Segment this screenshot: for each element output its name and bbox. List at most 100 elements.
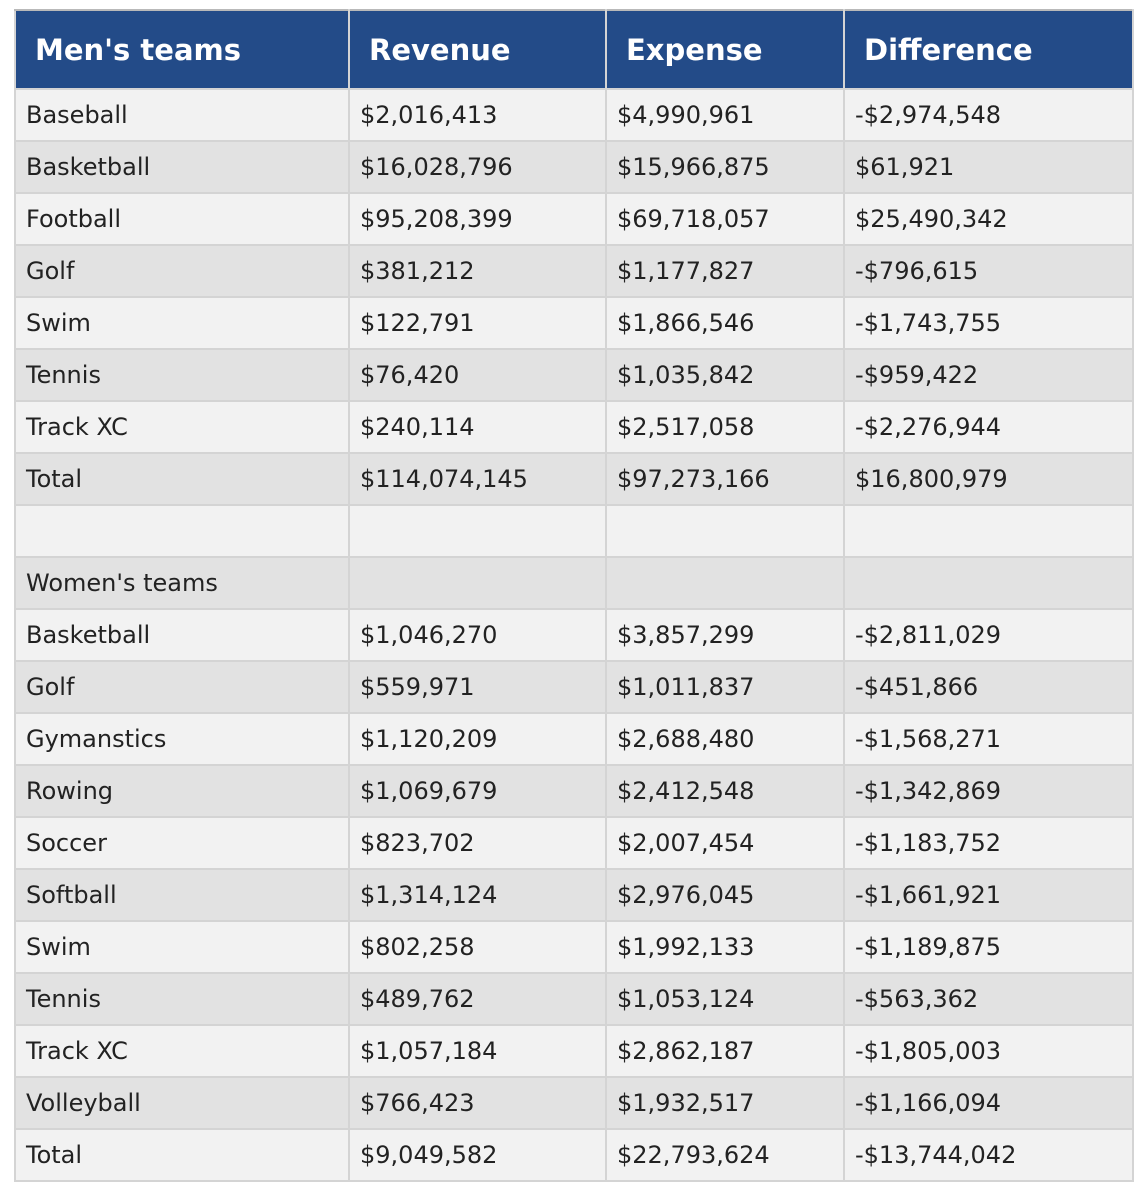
cell-team: Rowing — [14, 764, 350, 818]
cell-difference: -$1,342,869 — [843, 764, 1134, 818]
table-row: Basketball $16,028,796 $15,966,875 $61,921 — [14, 140, 1134, 194]
cell-revenue: $489,762 — [348, 972, 607, 1026]
cell-team: Track XC — [14, 400, 350, 454]
cell-team: Tennis — [14, 972, 350, 1026]
cell-team: Golf — [14, 660, 350, 714]
cell-expense: $97,273,166 — [605, 452, 845, 506]
header-expense: Expense — [605, 9, 845, 90]
cell-team: Softball — [14, 868, 350, 922]
cell-expense: $15,966,875 — [605, 140, 845, 194]
cell-difference: -$1,189,875 — [843, 920, 1134, 974]
table-row: Golf $381,212 $1,177,827 -$796,615 — [14, 244, 1134, 298]
cell-revenue: $2,016,413 — [348, 88, 607, 142]
cell-difference: -$13,744,042 — [843, 1128, 1134, 1182]
cell-team: Track XC — [14, 1024, 350, 1078]
cell-revenue: $9,049,582 — [348, 1128, 607, 1182]
table-row — [14, 504, 1134, 558]
cell-team: Tennis — [14, 348, 350, 402]
table-row: Baseball $2,016,413 $4,990,961 -$2,974,548 — [14, 88, 1134, 142]
cell-difference: $25,490,342 — [843, 192, 1134, 246]
cell-difference: -$1,661,921 — [843, 868, 1134, 922]
table-row: Tennis $489,762 $1,053,124 -$563,362 — [14, 972, 1134, 1026]
cell-difference: -$2,811,029 — [843, 608, 1134, 662]
table-row: Swim $122,791 $1,866,546 -$1,743,755 — [14, 296, 1134, 350]
cell-expense: $1,177,827 — [605, 244, 845, 298]
cell-difference: -$1,166,094 — [843, 1076, 1134, 1130]
cell-expense — [605, 504, 845, 558]
cell-team: Soccer — [14, 816, 350, 870]
cell-expense: $22,793,624 — [605, 1128, 845, 1182]
cell-revenue: $114,074,145 — [348, 452, 607, 506]
cell-difference: -$1,805,003 — [843, 1024, 1134, 1078]
cell-expense: $1,011,837 — [605, 660, 845, 714]
cell-revenue: $1,120,209 — [348, 712, 607, 766]
header-revenue: Revenue — [348, 9, 607, 90]
cell-difference: -$563,362 — [843, 972, 1134, 1026]
cell-difference — [843, 504, 1134, 558]
cell-team: Women's teams — [14, 556, 350, 610]
cell-revenue: $766,423 — [348, 1076, 607, 1130]
table-row: Tennis $76,420 $1,035,842 -$959,422 — [14, 348, 1134, 402]
cell-team: Gymanstics — [14, 712, 350, 766]
table-body: Baseball $2,016,413 $4,990,961 -$2,974,548 B… — [14, 88, 1134, 1182]
cell-expense: $2,862,187 — [605, 1024, 845, 1078]
cell-revenue: $1,046,270 — [348, 608, 607, 662]
cell-team: Total — [14, 452, 350, 506]
table-row: Softball $1,314,124 $2,976,045 -$1,661,921 — [14, 868, 1134, 922]
revenue-expense-table: Men's teams Revenue Expense Difference B… — [14, 9, 1134, 1182]
cell-revenue: $16,028,796 — [348, 140, 607, 194]
cell-revenue — [348, 504, 607, 558]
cell-difference — [843, 556, 1134, 610]
cell-revenue: $802,258 — [348, 920, 607, 974]
cell-expense: $2,517,058 — [605, 400, 845, 454]
cell-team: Swim — [14, 296, 350, 350]
cell-expense — [605, 556, 845, 610]
cell-team: Football — [14, 192, 350, 246]
table-row: Basketball $1,046,270 $3,857,299 -$2,811,02… — [14, 608, 1134, 662]
cell-team — [14, 504, 350, 558]
table-row: Swim $802,258 $1,992,133 -$1,189,875 — [14, 920, 1134, 974]
table-row: Total $9,049,582 $22,793,624 -$13,744,042 — [14, 1128, 1134, 1182]
table-header: Men's teams Revenue Expense Difference — [14, 9, 1134, 90]
cell-difference: $61,921 — [843, 140, 1134, 194]
cell-expense: $1,992,133 — [605, 920, 845, 974]
cell-revenue: $76,420 — [348, 348, 607, 402]
cell-team: Golf — [14, 244, 350, 298]
cell-team: Basketball — [14, 608, 350, 662]
cell-revenue: $559,971 — [348, 660, 607, 714]
cell-team: Baseball — [14, 88, 350, 142]
cell-revenue: $240,114 — [348, 400, 607, 454]
cell-expense: $2,976,045 — [605, 868, 845, 922]
header-team: Men's teams — [14, 9, 350, 90]
cell-revenue: $1,314,124 — [348, 868, 607, 922]
table-row: Gymanstics $1,120,209 $2,688,480 -$1,568,27… — [14, 712, 1134, 766]
cell-revenue: $823,702 — [348, 816, 607, 870]
cell-team: Total — [14, 1128, 350, 1182]
table-container: Men's teams Revenue Expense Difference B… — [14, 9, 1134, 1182]
cell-revenue — [348, 556, 607, 610]
table-row: Football $95,208,399 $69,718,057 $25,490,34… — [14, 192, 1134, 246]
cell-difference: -$1,183,752 — [843, 816, 1134, 870]
cell-expense: $1,932,517 — [605, 1076, 845, 1130]
cell-expense: $1,053,124 — [605, 972, 845, 1026]
table-row: Golf $559,971 $1,011,837 -$451,866 — [14, 660, 1134, 714]
table-row: Total $114,074,145 $97,273,166 $16,800,979 — [14, 452, 1134, 506]
cell-revenue: $1,069,679 — [348, 764, 607, 818]
cell-difference: -$1,568,271 — [843, 712, 1134, 766]
cell-expense: $2,412,548 — [605, 764, 845, 818]
cell-expense: $1,035,842 — [605, 348, 845, 402]
cell-revenue: $1,057,184 — [348, 1024, 607, 1078]
cell-expense: $2,688,480 — [605, 712, 845, 766]
cell-team: Basketball — [14, 140, 350, 194]
cell-expense: $3,857,299 — [605, 608, 845, 662]
cell-expense: $69,718,057 — [605, 192, 845, 246]
cell-team: Volleyball — [14, 1076, 350, 1130]
header-difference: Difference — [843, 9, 1134, 90]
table-row: Track XC $1,057,184 $2,862,187 -$1,805,003 — [14, 1024, 1134, 1078]
cell-difference: -$796,615 — [843, 244, 1134, 298]
cell-revenue: $122,791 — [348, 296, 607, 350]
table-row: Rowing $1,069,679 $2,412,548 -$1,342,869 — [14, 764, 1134, 818]
cell-difference: -$451,866 — [843, 660, 1134, 714]
cell-expense: $2,007,454 — [605, 816, 845, 870]
cell-difference: -$1,743,755 — [843, 296, 1134, 350]
